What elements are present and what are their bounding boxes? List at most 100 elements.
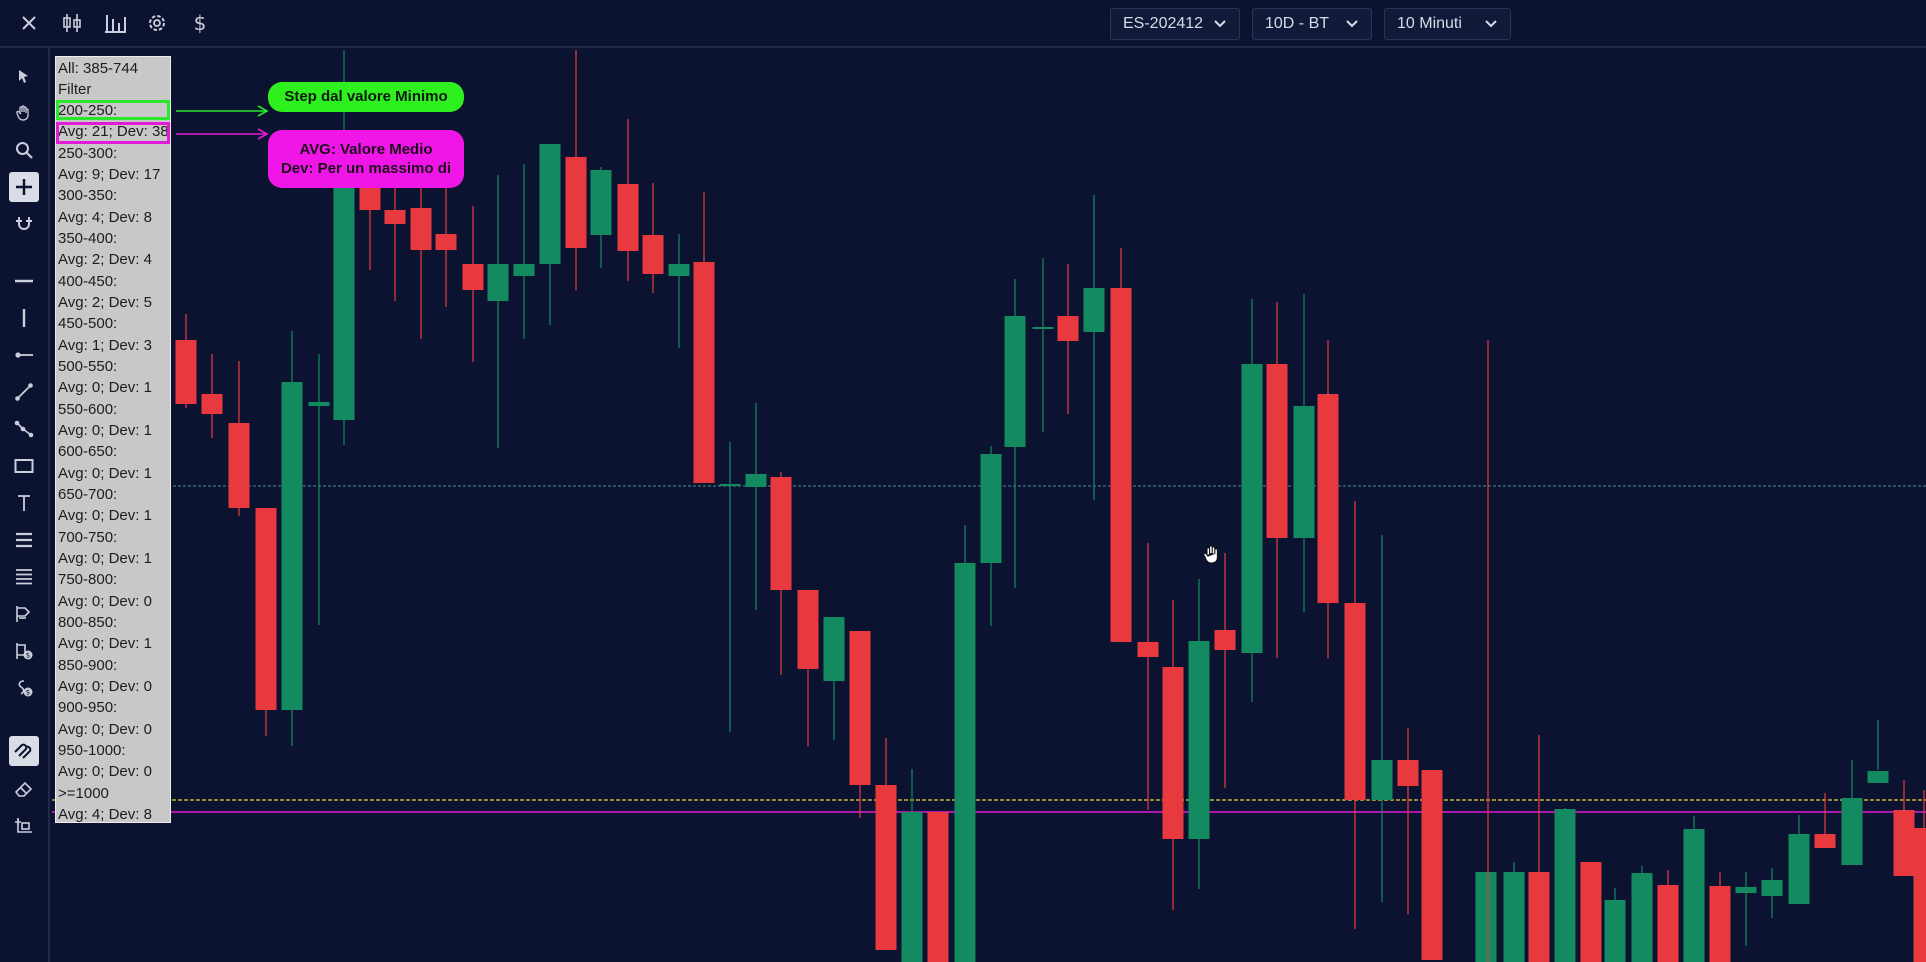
- bullish-candle[interactable]: [1083, 288, 1105, 332]
- bullish-candle[interactable]: [590, 170, 612, 235]
- panel-stats: Avg: 4; Dev: 8: [58, 806, 152, 823]
- bearish-candle[interactable]: [875, 785, 897, 950]
- bullish-candle[interactable]: [1293, 406, 1315, 538]
- price-alert-icon[interactable]: $: [9, 636, 39, 666]
- close-icon[interactable]: [12, 6, 46, 40]
- bullish-candle[interactable]: [1841, 798, 1863, 865]
- delete-drawings-icon[interactable]: [9, 811, 39, 841]
- lines-icon[interactable]: [9, 525, 39, 555]
- bearish-candle[interactable]: [1913, 828, 1926, 962]
- path-icon[interactable]: [9, 414, 39, 444]
- bullish-candle[interactable]: [1761, 880, 1783, 896]
- stats-panel: All: 385-744 Filter 200-250: Avg: 21; De…: [55, 56, 171, 823]
- lock-magnet-icon[interactable]: [9, 736, 39, 766]
- bullish-candle[interactable]: [1503, 872, 1525, 962]
- bearish-candle[interactable]: [1709, 886, 1731, 962]
- bullish-candle[interactable]: [308, 402, 330, 406]
- list-icon[interactable]: [9, 562, 39, 592]
- bearish-candle[interactable]: [927, 812, 949, 962]
- bearish-candle[interactable]: [693, 262, 715, 483]
- bearish-candle[interactable]: [435, 234, 457, 250]
- cursor-icon[interactable]: [9, 61, 39, 91]
- bullish-candle[interactable]: [333, 145, 355, 420]
- bullish-candle[interactable]: [1554, 809, 1576, 962]
- bullish-candle[interactable]: [1475, 872, 1497, 962]
- bullish-candle[interactable]: [1788, 834, 1810, 904]
- rectangle-icon[interactable]: [9, 451, 39, 481]
- bearish-candle[interactable]: [1162, 667, 1184, 839]
- bullish-candle[interactable]: [1631, 873, 1653, 962]
- bearish-candle[interactable]: [228, 423, 250, 508]
- bullish-candle[interactable]: [513, 264, 535, 276]
- bullish-candle[interactable]: [823, 617, 845, 681]
- trend-line-icon[interactable]: [9, 377, 39, 407]
- bearish-candle[interactable]: [1110, 288, 1132, 642]
- vertical-line-icon[interactable]: [9, 303, 39, 333]
- bearish-candle[interactable]: [642, 235, 664, 274]
- bearish-candle[interactable]: [201, 394, 223, 414]
- eraser-icon[interactable]: [9, 774, 39, 804]
- currency-button[interactable]: $: [193, 11, 207, 35]
- horizontal-line-icon[interactable]: [9, 266, 39, 296]
- range-select[interactable]: 10D - BT: [1252, 8, 1372, 40]
- bearish-candle[interactable]: [797, 590, 819, 669]
- bullish-candle[interactable]: [281, 382, 303, 710]
- bullish-candle[interactable]: [1241, 364, 1263, 653]
- panel-filter-label[interactable]: Filter: [58, 81, 92, 98]
- bearish-candle[interactable]: [1137, 642, 1159, 657]
- bearish-candle[interactable]: [1057, 316, 1079, 341]
- bullish-candle[interactable]: [1604, 900, 1626, 962]
- bearish-candle[interactable]: [462, 264, 484, 290]
- bullish-candle[interactable]: [980, 454, 1002, 563]
- bearish-candle[interactable]: [1344, 603, 1366, 800]
- bearish-candle[interactable]: [1657, 885, 1679, 962]
- bearish-candle[interactable]: [565, 157, 587, 248]
- gear-icon[interactable]: [140, 6, 174, 40]
- drawing-toolbar: $ $: [0, 48, 50, 962]
- hand-icon[interactable]: [9, 98, 39, 128]
- bullish-candle[interactable]: [539, 144, 561, 264]
- time-alert-icon[interactable]: $: [9, 673, 39, 703]
- candlestick-chart[interactable]: [52, 50, 1926, 962]
- candles-icon[interactable]: [55, 6, 89, 40]
- bullish-candle[interactable]: [1371, 760, 1393, 800]
- bearish-candle[interactable]: [1214, 630, 1236, 650]
- long-position-icon[interactable]: [9, 599, 39, 629]
- bullish-candle[interactable]: [745, 474, 767, 487]
- bearish-candle[interactable]: [1580, 862, 1602, 962]
- bar-chart-icon[interactable]: [98, 6, 132, 40]
- bullish-candle[interactable]: [1004, 316, 1026, 447]
- crosshair-icon[interactable]: [9, 172, 39, 202]
- bullish-candle[interactable]: [487, 264, 509, 301]
- bearish-candle[interactable]: [1421, 770, 1443, 960]
- bullish-candle[interactable]: [1867, 771, 1889, 783]
- bearish-candle[interactable]: [617, 184, 639, 251]
- bearish-candle[interactable]: [175, 340, 197, 404]
- bearish-candle[interactable]: [1814, 834, 1836, 848]
- bearish-candle[interactable]: [849, 631, 871, 785]
- bearish-candle[interactable]: [1893, 810, 1915, 876]
- bullish-candle[interactable]: [954, 563, 976, 962]
- bullish-candle[interactable]: [1032, 327, 1054, 329]
- bearish-candle[interactable]: [384, 210, 406, 224]
- bullish-candle[interactable]: [1683, 829, 1705, 962]
- text-icon[interactable]: [9, 488, 39, 518]
- bearish-candle[interactable]: [410, 208, 432, 250]
- bearish-candle[interactable]: [1266, 364, 1288, 538]
- magnet-icon[interactable]: [9, 209, 39, 239]
- bearish-candle[interactable]: [255, 508, 277, 710]
- bullish-candle[interactable]: [1188, 641, 1210, 839]
- panel-range: 850-900:: [58, 657, 118, 674]
- bullish-candle[interactable]: [668, 264, 690, 276]
- zoom-icon[interactable]: [9, 135, 39, 165]
- ray-icon[interactable]: [9, 340, 39, 370]
- bullish-candle[interactable]: [1735, 887, 1757, 893]
- bearish-candle[interactable]: [1317, 394, 1339, 603]
- bearish-candle[interactable]: [1397, 760, 1419, 786]
- bearish-candle[interactable]: [770, 477, 792, 590]
- symbol-select[interactable]: ES-202412: [1110, 8, 1240, 40]
- bullish-candle[interactable]: [719, 484, 741, 486]
- timeframe-select[interactable]: 10 Minuti: [1384, 8, 1511, 40]
- bullish-candle[interactable]: [901, 812, 923, 962]
- bearish-candle[interactable]: [1528, 872, 1550, 962]
